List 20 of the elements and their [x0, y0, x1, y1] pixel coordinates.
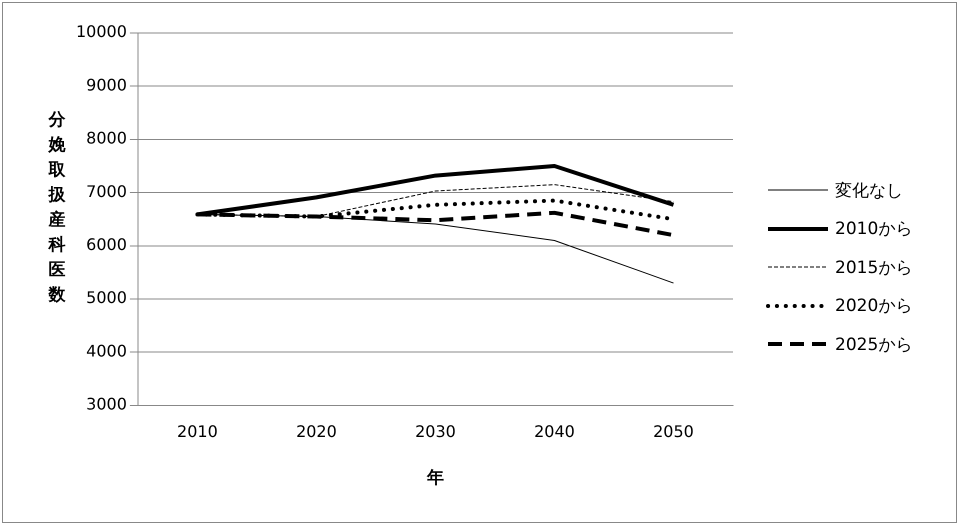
y-tick-label: 4000 — [86, 341, 127, 360]
y-tick-label: 9000 — [86, 75, 127, 94]
y-axis-title: 分娩取扱産科医数 — [47, 109, 66, 307]
x-tick-label: 2040 — [534, 422, 575, 442]
x-tick-label: 2020 — [296, 422, 337, 442]
y-tick-label: 5000 — [86, 288, 127, 308]
y-tick-label: 7000 — [86, 182, 127, 201]
legend-label: 変化なし — [835, 180, 903, 202]
y-tick-label: 10000 — [76, 22, 127, 42]
legend-label: 2010から — [835, 218, 912, 240]
legend-label: 2015から — [835, 256, 912, 279]
x-tick-label: 2010 — [177, 422, 218, 442]
y-tick-label: 3000 — [86, 394, 127, 414]
x-tick-label: 2050 — [653, 422, 694, 442]
x-tick-label: 2030 — [415, 422, 456, 442]
y-tick-label: 6000 — [86, 234, 127, 254]
legend-label: 2020から — [835, 295, 912, 318]
x-axis-title: 年 — [426, 468, 444, 488]
y-tick-label: 8000 — [86, 128, 127, 148]
legend-label: 2025から — [835, 334, 912, 356]
